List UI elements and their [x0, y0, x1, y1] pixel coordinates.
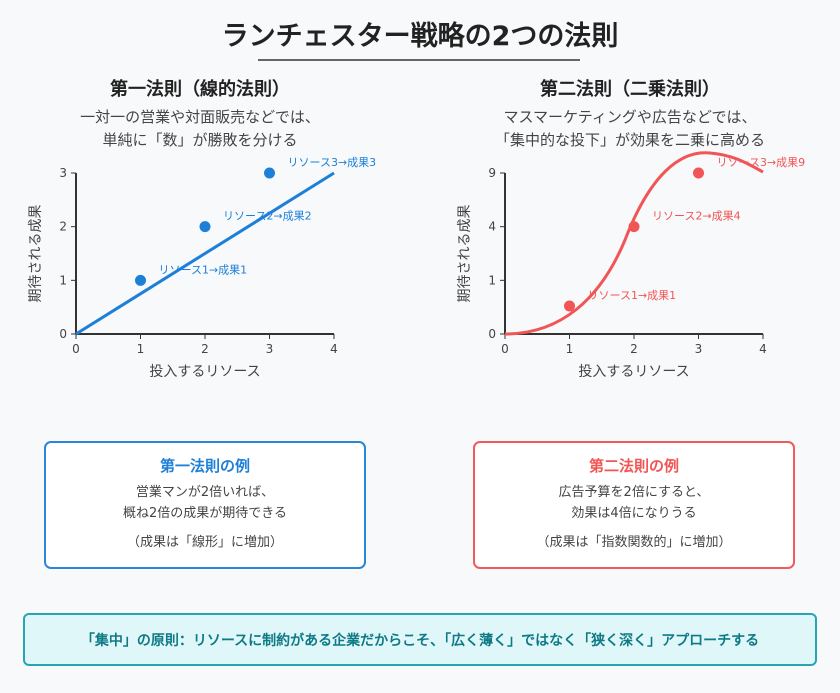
x-tick-label: 2 — [630, 342, 638, 356]
x-tick-label: 4 — [330, 342, 338, 356]
x-tick-label: 2 — [201, 342, 209, 356]
law1-example-title: 第一法則の例 — [159, 457, 250, 475]
summary-banner: 「集中」の原則：リソースに制約がある企業だからこそ、「広く薄く」ではなく「狭く深… — [23, 613, 817, 666]
law1-example-line-1: 営業マンが2倍いれば、 — [135, 485, 275, 500]
law1-example-note: （成果は「線形」に増加） — [126, 535, 283, 550]
law2-example-card: 第二法則の例 広告予算を2倍にすると、 効果は4倍になりうる （成果は「指数関数… — [473, 441, 795, 569]
x-tick-label: 0 — [501, 342, 509, 356]
law1-desc-2: 単純に「数」が勝敗を分ける — [102, 131, 297, 149]
trend-line — [75, 171, 335, 336]
y-axis-label: 期待される成果 — [457, 205, 473, 303]
law2-example-line-2: 効果は4倍になりうる — [571, 506, 697, 521]
law1-chart: 0 1 2 3 4 0 1 2 3 投入するリソース 期待される成果リソース1→成果1 リソース2→成… — [28, 156, 376, 380]
x-tick-label: 3 — [695, 342, 703, 356]
data-point — [693, 167, 704, 179]
law2-chart: 0 1 2 3 4 0 1 4 9 投入するリソース 期待される成果リソース1→成果1 リソース2→成… — [457, 151, 806, 380]
x-tick-label: 0 — [72, 342, 80, 356]
data-point — [264, 167, 275, 179]
x-tick-label: 1 — [137, 342, 145, 356]
data-point — [135, 274, 146, 286]
y-tick-label: 4 — [488, 220, 496, 234]
y-tick-label: 9 — [488, 166, 496, 180]
y-tick-label: 0 — [488, 327, 496, 341]
x-tick-label: 1 — [566, 342, 574, 356]
y-tick-label: 1 — [488, 273, 496, 287]
x-tick-label: 4 — [759, 342, 767, 356]
law2-example-note: （成果は「指数関数的」に増加） — [536, 535, 732, 550]
law2-example-title: 第二法則の例 — [588, 457, 679, 475]
law1-example-line-2: 概ね2倍の成果が期待できる — [122, 506, 287, 521]
law2-heading: 第二法則（二乗法則） — [540, 78, 720, 100]
y-tick-label: 0 — [59, 327, 67, 341]
summary-text: 「集中」の原則：リソースに制約がある企業だからこそ、「広く薄く」ではなく「狭く深… — [80, 632, 760, 649]
law1-desc-1: 一対一の営業や対面販売などでは、 — [80, 108, 320, 126]
law2-example-line-1: 広告予算を2倍にすると、 — [558, 485, 710, 500]
x-tick-label: 3 — [266, 342, 274, 356]
data-point-label: リソース2→成果2 — [223, 210, 312, 223]
data-point-label: リソース3→成果9 — [717, 156, 806, 169]
law1-example-card: 第一法則の例 営業マンが2倍いれば、 概ね2倍の成果が期待できる （成果は「線形… — [44, 441, 366, 569]
x-axis-label: 投入するリソース — [149, 364, 260, 380]
data-point-label: リソース3→成果3 — [288, 156, 377, 169]
y-tick-label: 3 — [59, 166, 67, 180]
law1-heading: 第一法則（線的法則） — [110, 78, 290, 100]
law2-desc-1: マスマーケティングや広告などでは、 — [503, 108, 756, 126]
trend-curve — [504, 151, 764, 336]
data-point-label: リソース1→成果1 — [588, 289, 677, 302]
data-point-label: リソース1→成果1 — [159, 263, 248, 276]
data-point — [564, 300, 575, 312]
data-point — [199, 221, 211, 233]
data-point-label: リソース2→成果4 — [652, 210, 741, 223]
y-axis-label: 期待される成果 — [28, 205, 44, 303]
data-point — [628, 221, 640, 233]
page-title: ランチェスター戦略の2つの法則 — [222, 20, 619, 52]
x-axis-label: 投入するリソース — [578, 364, 689, 380]
y-tick-label: 1 — [59, 273, 67, 287]
law2-desc-2: 「集中的な投下」が効果を二乗に高める — [495, 131, 765, 149]
y-tick-label: 2 — [59, 220, 67, 234]
